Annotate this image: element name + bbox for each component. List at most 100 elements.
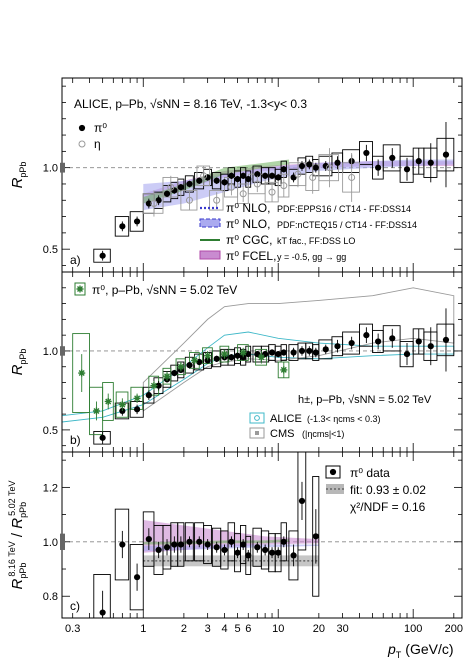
data-point-b-0-4: [155, 382, 162, 389]
x-tick-label: 10: [272, 623, 284, 635]
data-point-c-0-23: [298, 497, 306, 505]
data-point-a-0-18: [262, 172, 269, 179]
legend-b-alice-marker: [254, 415, 260, 421]
sys-box-a-0-0: [93, 248, 111, 263]
theory-band-a-blue: [143, 159, 454, 211]
sys-box-b-1-10: [219, 345, 230, 363]
legend-b-cms-box: [249, 427, 265, 439]
data-point-c-0-2: [133, 574, 141, 581]
x-tick-label: 5: [235, 623, 241, 635]
data-point-a-1-0: [150, 200, 158, 208]
legend-b-alice-label: ALICE: [270, 413, 302, 425]
sys-box-b-1-2: [102, 382, 114, 421]
data-point-b-0-20: [275, 351, 282, 358]
legend-a-pi0-marker: [78, 124, 86, 132]
y-axis-label-part: R: [9, 578, 26, 589]
legend-a-eta-label: η: [94, 137, 101, 151]
data-point-b-1-2: [104, 397, 112, 405]
data-point-b-1-13: [280, 366, 288, 374]
data-point-c-0-12: [221, 546, 228, 554]
legend-b-cms-small: (|ηcms|<1): [302, 429, 344, 439]
data-point-c-0-22: [290, 552, 297, 559]
data-point-b-0-33: [415, 338, 422, 345]
legend-b-cms-marker: [255, 431, 259, 435]
legend-c-fit-label: fit: 0.93 ± 0.02: [350, 483, 426, 497]
data-point-a-0-31: [389, 154, 396, 161]
data-point-b-0-19: [268, 349, 276, 356]
sys-box-a-1-0: [142, 193, 164, 214]
sys-box-b-1-7: [175, 358, 186, 376]
panel-label: c): [70, 599, 80, 613]
x-axis-label: pT (GeV/c): [387, 641, 454, 660]
data-point-a-0-8: [186, 180, 193, 188]
y-tick-label: 1.0: [43, 537, 58, 549]
legend-b-star-marker: [76, 285, 84, 293]
data-point-a-1-11: [309, 173, 317, 181]
data-point-a-0-4: [155, 197, 162, 204]
sys-box-a-0-35: [436, 137, 455, 172]
data-point-a-0-24: [306, 161, 313, 168]
y-axis-label-part: pPb: [18, 349, 28, 365]
data-point-b-0-14: [234, 352, 241, 359]
data-point-a-0-10: [204, 174, 211, 181]
data-point-c-0-8: [186, 538, 193, 545]
data-point-a-0-19: [268, 172, 276, 179]
norm-box-left-b: [60, 346, 65, 356]
y-tick-label: 0.5: [43, 425, 58, 437]
data-point-b-0-24: [306, 347, 313, 355]
y-axis-label-part: pPb: [18, 162, 28, 178]
norm-box-left-a: [60, 162, 65, 173]
x-tick-label: 4: [221, 623, 227, 635]
y-tick-label: 0.8: [43, 591, 58, 603]
y-tick-label: 1.0: [43, 163, 58, 175]
data-point-a-0-33: [415, 158, 422, 165]
y-axis-label-part: /: [9, 529, 26, 542]
data-point-c-0-14: [234, 549, 241, 556]
y-tick-label: 0.5: [43, 244, 58, 256]
data-point-a-0-1: [119, 223, 126, 230]
data-point-b-1-5: [150, 382, 158, 390]
data-point-b-0-13: [228, 354, 235, 361]
data-point-c-0-5: [163, 544, 171, 551]
data-point-a-0-11: [213, 177, 220, 184]
data-point-a-1-2: [185, 196, 193, 204]
data-point-a-0-35: [442, 151, 450, 158]
data-point-a-0-9: [196, 177, 203, 184]
data-point-c-0-19: [268, 549, 276, 556]
y-axis-label-part: pPb: [18, 563, 28, 579]
data-point-b-0-22: [290, 349, 297, 356]
x-tick-label: 3: [205, 623, 211, 635]
data-point-b-0-0: [99, 434, 106, 441]
y-axis-label-part: 8.16 TeV: [7, 541, 17, 576]
data-point-b-0-26: [322, 346, 329, 353]
y-axis-label-part: R: [9, 364, 26, 375]
data-point-b-0-35: [442, 336, 450, 343]
legend-theory-line-dashed: [199, 218, 221, 228]
y-axis-label-part: R: [9, 177, 26, 188]
data-point-c-0-21: [280, 538, 287, 545]
legend-b-alice-small: (-1.3< ηcms < 0.3): [307, 414, 381, 424]
y-axis-label: RpPb8.16 TeV / RpPb5.02 TeV: [7, 481, 28, 590]
data-point-b-0-8: [186, 362, 193, 369]
legend-theory-label: π⁰ FCEL,: [226, 249, 276, 263]
data-point-a-0-21: [280, 166, 287, 173]
data-point-c-0-11: [213, 544, 220, 551]
data-point-c-0-16: [245, 552, 252, 559]
data-point-b-1-4: [133, 394, 141, 402]
data-point-c-0-17: [254, 544, 261, 551]
y-axis-label-part: pPb: [18, 502, 28, 518]
legend-theory-label: π⁰ NLO,: [226, 201, 270, 215]
sys-box-c-0-8: [184, 522, 194, 562]
sys-box-b-1-6: [162, 367, 172, 385]
data-point-b-0-25: [312, 349, 319, 356]
y-axis-label: RpPb: [9, 162, 28, 189]
data-point-b-1-11: [239, 349, 247, 357]
legend-a-pi0-label: π⁰: [94, 121, 107, 135]
data-point-a-0-3: [145, 200, 152, 207]
data-point-a-0-34: [427, 159, 434, 166]
x-tick-label: 20: [313, 623, 325, 635]
data-point-a-0-12: [221, 179, 228, 186]
sys-box-a-0-29: [359, 141, 374, 165]
sys-box-c-0-2: [129, 544, 144, 611]
